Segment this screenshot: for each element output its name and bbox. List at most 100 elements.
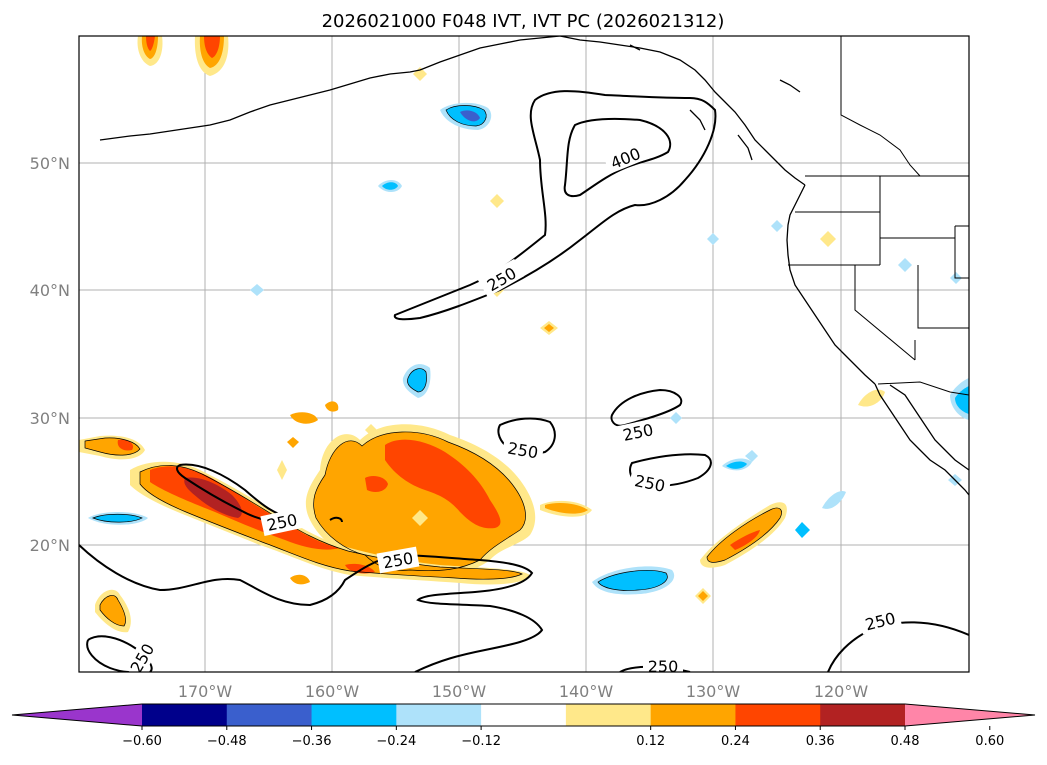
pos-blob-central-high: [385, 439, 501, 529]
lon-tick-label: 170°W: [178, 682, 233, 701]
lon-tick-label: 150°W: [432, 682, 487, 701]
border-nv: [854, 265, 916, 361]
pos-patch-sw-mid: [100, 595, 126, 626]
pos-speck-12-mid: [698, 591, 708, 601]
neg-speck-2: [707, 233, 719, 245]
pos-band-se-mid: [707, 507, 782, 563]
neg-patch-6-mid: [726, 461, 747, 469]
pos-speck-4: [277, 460, 287, 480]
colorbar-tick-label: −0.48: [207, 734, 247, 749]
map-frame: [78, 35, 970, 673]
ivt-contour-250-north: [393, 90, 717, 321]
contour-label-bg-e: [616, 418, 660, 446]
lat-axis: 50°N 40°N 30°N 20°N: [30, 154, 70, 555]
neg-patch-8: [822, 490, 846, 509]
lat-tick-label: 40°N: [30, 281, 70, 300]
lat-tick-label: 20°N: [30, 536, 70, 555]
contour-label-bg-f: [628, 469, 672, 497]
neg-speck-5: [898, 258, 912, 272]
map-background: [79, 36, 969, 672]
contour-label-bg-b: [260, 508, 304, 536]
contour-label-250-h: 250: [648, 657, 679, 676]
coast-island-2: [689, 109, 706, 131]
pos-patch-top1-high: [146, 36, 155, 51]
colorbar-tick-label: 0.12: [636, 734, 665, 749]
border-alaska-canada: [840, 36, 921, 177]
contour-label-bg-g: [858, 605, 902, 635]
outline-band-west: [139, 465, 523, 580]
colorbar-tick-label: −0.24: [376, 734, 416, 749]
lon-tick-label: 140°W: [559, 682, 614, 701]
coast-gulf-california: [889, 384, 969, 471]
contour-label-bg-c: [376, 546, 420, 574]
lat-tick-label: 50°N: [30, 154, 70, 173]
lon-tick-label: 130°W: [686, 682, 741, 701]
pos-patch-farwest-high: [117, 439, 134, 451]
neg-patch-2-mid: [382, 182, 398, 190]
outline-neg-north: [445, 105, 487, 127]
colorbar-tick-label: 0.36: [806, 734, 835, 749]
pos-speck-13: [820, 231, 836, 247]
lon-axis: 170°W 160°W 150°W 140°W 130°W 120°W: [178, 682, 869, 701]
colorbar: −0.60 −0.48 −0.36 −0.24 −0.12 0.12 0.24 0.36 0.4…: [11, 703, 1036, 749]
pos-speck-5: [365, 424, 377, 436]
colorbar-segment: [311, 704, 397, 726]
pos-speck-1: [290, 412, 318, 424]
coast-island-3: [629, 44, 641, 51]
border-wy2: [954, 226, 969, 279]
coast-west-us: [786, 184, 876, 385]
colorbar-tick-label: 0.60: [975, 734, 1004, 749]
pos-blob-central-mid: [313, 431, 526, 571]
colorbar-segment: [142, 704, 228, 726]
neg-patch-4-mid: [93, 514, 142, 523]
coast-island-1: [779, 79, 801, 93]
outline-sw: [99, 595, 126, 627]
pos-speck-3: [287, 437, 299, 448]
contour-label-bg-h: [643, 657, 683, 672]
colorbar-segment: [650, 704, 736, 726]
contour-label-bg-400: [602, 140, 648, 174]
lat-tick-label: 30°N: [30, 409, 70, 428]
pos-speck-8-mid: [544, 324, 554, 332]
lon-tick-label: 120°W: [814, 682, 869, 701]
neg-speck-1: [250, 284, 264, 296]
outline-neg-5: [597, 570, 668, 591]
ivt-contour-250-mid3: [497, 417, 556, 455]
pos-speck-14: [858, 389, 885, 407]
neg-patch-9-mid: [955, 386, 969, 414]
ivt-contour-400: [563, 117, 672, 198]
border-nv-ut: [917, 265, 969, 329]
colorbar-segment: [820, 704, 906, 726]
colorbar-segment: [481, 704, 567, 726]
pos-speck-6: [290, 574, 310, 585]
colorbar-segment: [735, 704, 821, 726]
colorbar-tick-label: −0.36: [292, 734, 332, 749]
neg-patch-3-mid: [407, 368, 427, 392]
coast-aleutians: [99, 69, 421, 141]
coastlines: [99, 36, 969, 496]
neg-speck-3: [771, 220, 783, 232]
colorbar-tick-label: 0.48: [891, 734, 920, 749]
border-us-mexico: [877, 381, 969, 396]
coast-baja: [874, 383, 969, 496]
outline-farwest: [84, 437, 141, 456]
contour-label-bg-a: [477, 258, 525, 298]
coast-island-4: [737, 134, 753, 161]
colorbar-segment: [565, 704, 652, 726]
coast-alaska-peninsula: [419, 36, 561, 71]
lon-tick-label: 160°W: [305, 682, 360, 701]
neg-patch-7: [795, 522, 810, 538]
borders: [788, 36, 969, 396]
colorbar-tick-label: −0.60: [122, 734, 162, 749]
outline-neg-4: [92, 513, 143, 523]
colorbar-extend-max: [905, 704, 1035, 726]
coast-alaska-south: [559, 36, 806, 186]
outline-neg-3: [407, 368, 427, 393]
pos-speck-9: [490, 194, 504, 208]
ivt-contour-small: [329, 516, 343, 523]
contour-label-bg-i: [124, 637, 160, 672]
neg-patch-north-dark: [460, 110, 480, 122]
contour-label-bg-d: [501, 436, 545, 464]
outline-central: [313, 431, 526, 572]
